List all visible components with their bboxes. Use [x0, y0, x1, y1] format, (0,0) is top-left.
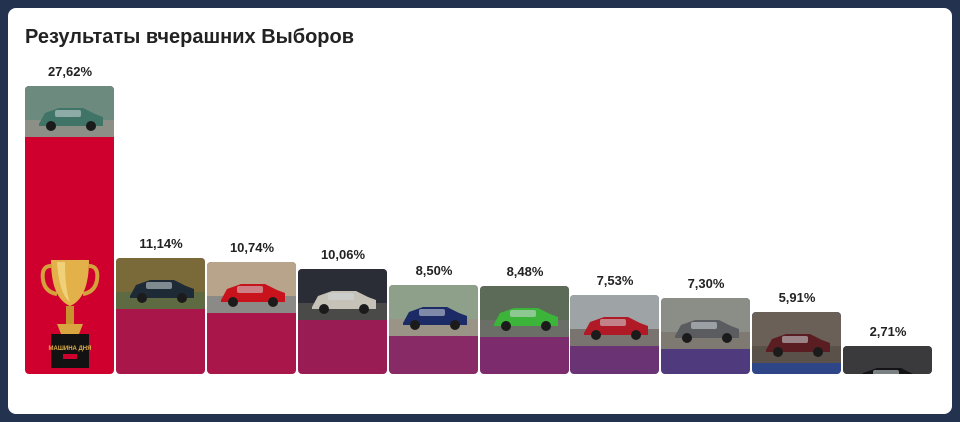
- bar-3-value-label: 10,74%: [229, 240, 275, 255]
- chart-title: Результаты вчерашних Выборов: [25, 26, 355, 48]
- bar-6-value-label: 8,48%: [506, 264, 544, 279]
- bar-5-value-label: 8,50%: [415, 263, 453, 278]
- green-coupe-photo: [25, 86, 114, 137]
- trophy-icon: МАШИНА ДНЯ: [40, 260, 100, 368]
- bar-8: [661, 298, 750, 374]
- burgundy-wagon-photo: [752, 312, 841, 363]
- red-sedan-photo: [570, 295, 659, 346]
- bar-10-value-label: 2,71%: [869, 324, 907, 339]
- bar-1: МАШИНА ДНЯ: [25, 86, 114, 374]
- bar-10: [843, 346, 932, 374]
- gray-bmw-photo: [661, 298, 750, 349]
- bar-8-value-label: 7,30%: [687, 276, 725, 291]
- bar-6: [480, 286, 569, 374]
- green-hatchback-photo: [480, 286, 569, 337]
- black-suv-photo: [843, 346, 932, 374]
- bar-9-value-label: 5,91%: [778, 290, 816, 305]
- bar-4: [298, 269, 387, 374]
- bar-2: [116, 258, 205, 374]
- bar-7: [570, 295, 659, 374]
- trophy-label: МАШИНА ДНЯ: [49, 346, 92, 352]
- bar-2-value-label: 11,14%: [139, 236, 183, 251]
- red-sports-car-photo: [207, 262, 296, 313]
- bar-9: [752, 312, 841, 374]
- bar-4-value-label: 10,06%: [320, 247, 366, 262]
- bar-3: [207, 262, 296, 374]
- blue-mustang-photo: [389, 285, 478, 336]
- bar-5: [389, 285, 478, 374]
- bar-1-value-label: 27,62%: [47, 64, 93, 79]
- bar-7-value-label: 7,53%: [596, 273, 634, 288]
- dark-coupe-photo: [298, 269, 387, 320]
- sedan-autumn-photo: [116, 258, 205, 309]
